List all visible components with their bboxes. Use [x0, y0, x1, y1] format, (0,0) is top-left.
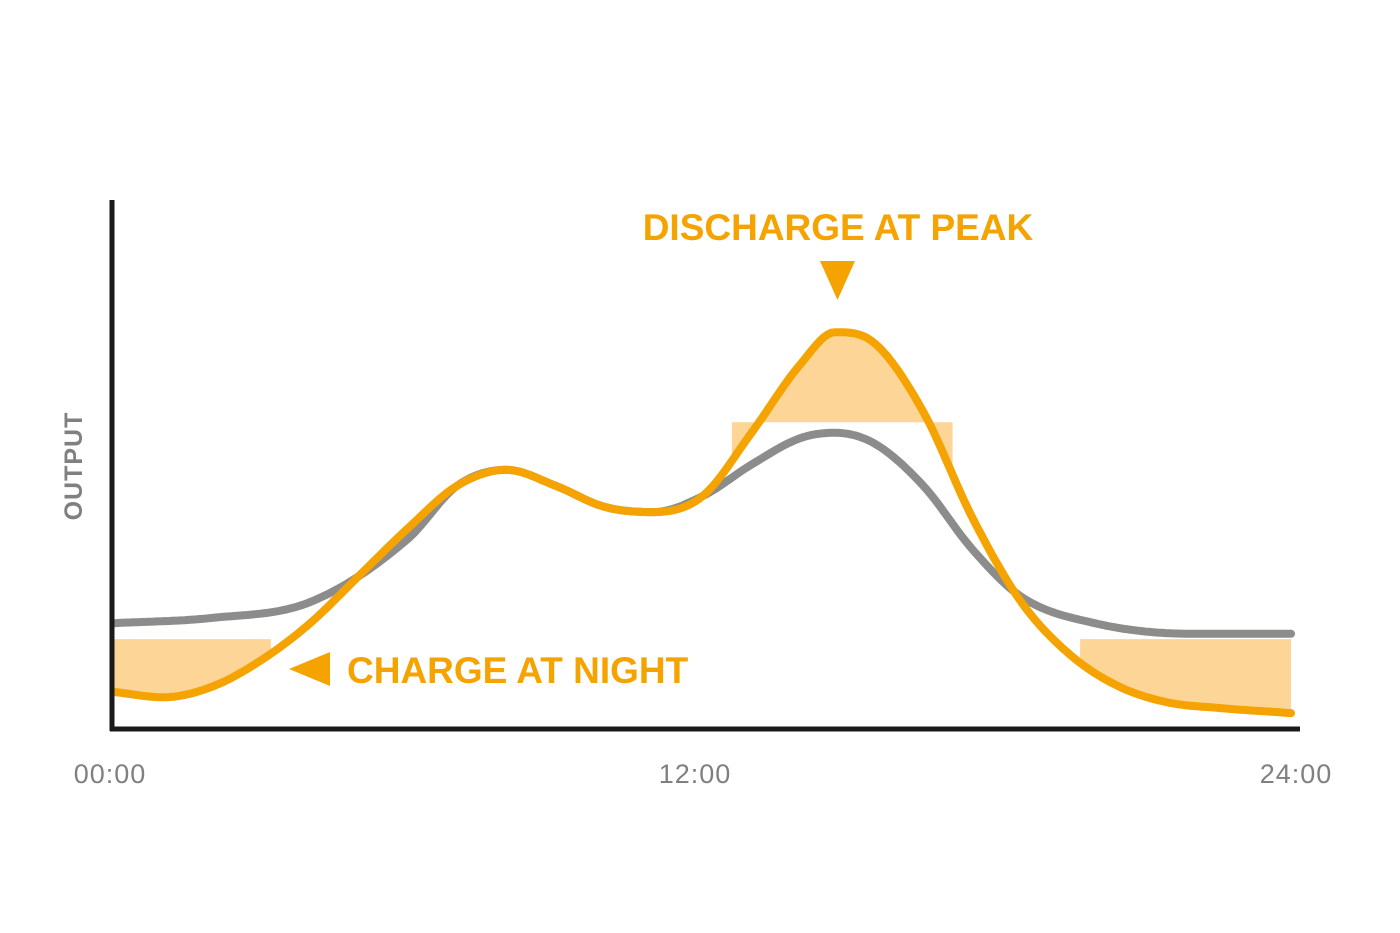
- storage-series-line: [110, 328, 1295, 718]
- series-lines: [110, 328, 1295, 718]
- x-tick-label: 00:00: [74, 759, 147, 789]
- axes: [109, 200, 1300, 732]
- fill-areas: [114, 332, 1291, 714]
- x-tick-label: 12:00: [659, 759, 732, 789]
- fill-area-charge: [114, 639, 271, 698]
- discharge-annotation-label: DISCHARGE AT PEAK: [643, 207, 1034, 248]
- charge-annotation-label: CHARGE AT NIGHT: [347, 650, 689, 691]
- x-tick-label: 24:00: [1260, 759, 1333, 789]
- discharge-arrow-icon: [820, 261, 855, 300]
- fill-area-discharge: [731, 332, 953, 475]
- annotations: DISCHARGE AT PEAK CHARGE AT NIGHT: [289, 207, 1034, 691]
- charge-arrow-icon: [289, 652, 330, 686]
- baseline-series-line: [110, 428, 1295, 638]
- fill-area-charge-evening: [1080, 639, 1291, 714]
- x-tick-labels: 00:00 12:00 24:00: [74, 759, 1333, 789]
- y-axis-label: OUTPUT: [60, 412, 88, 521]
